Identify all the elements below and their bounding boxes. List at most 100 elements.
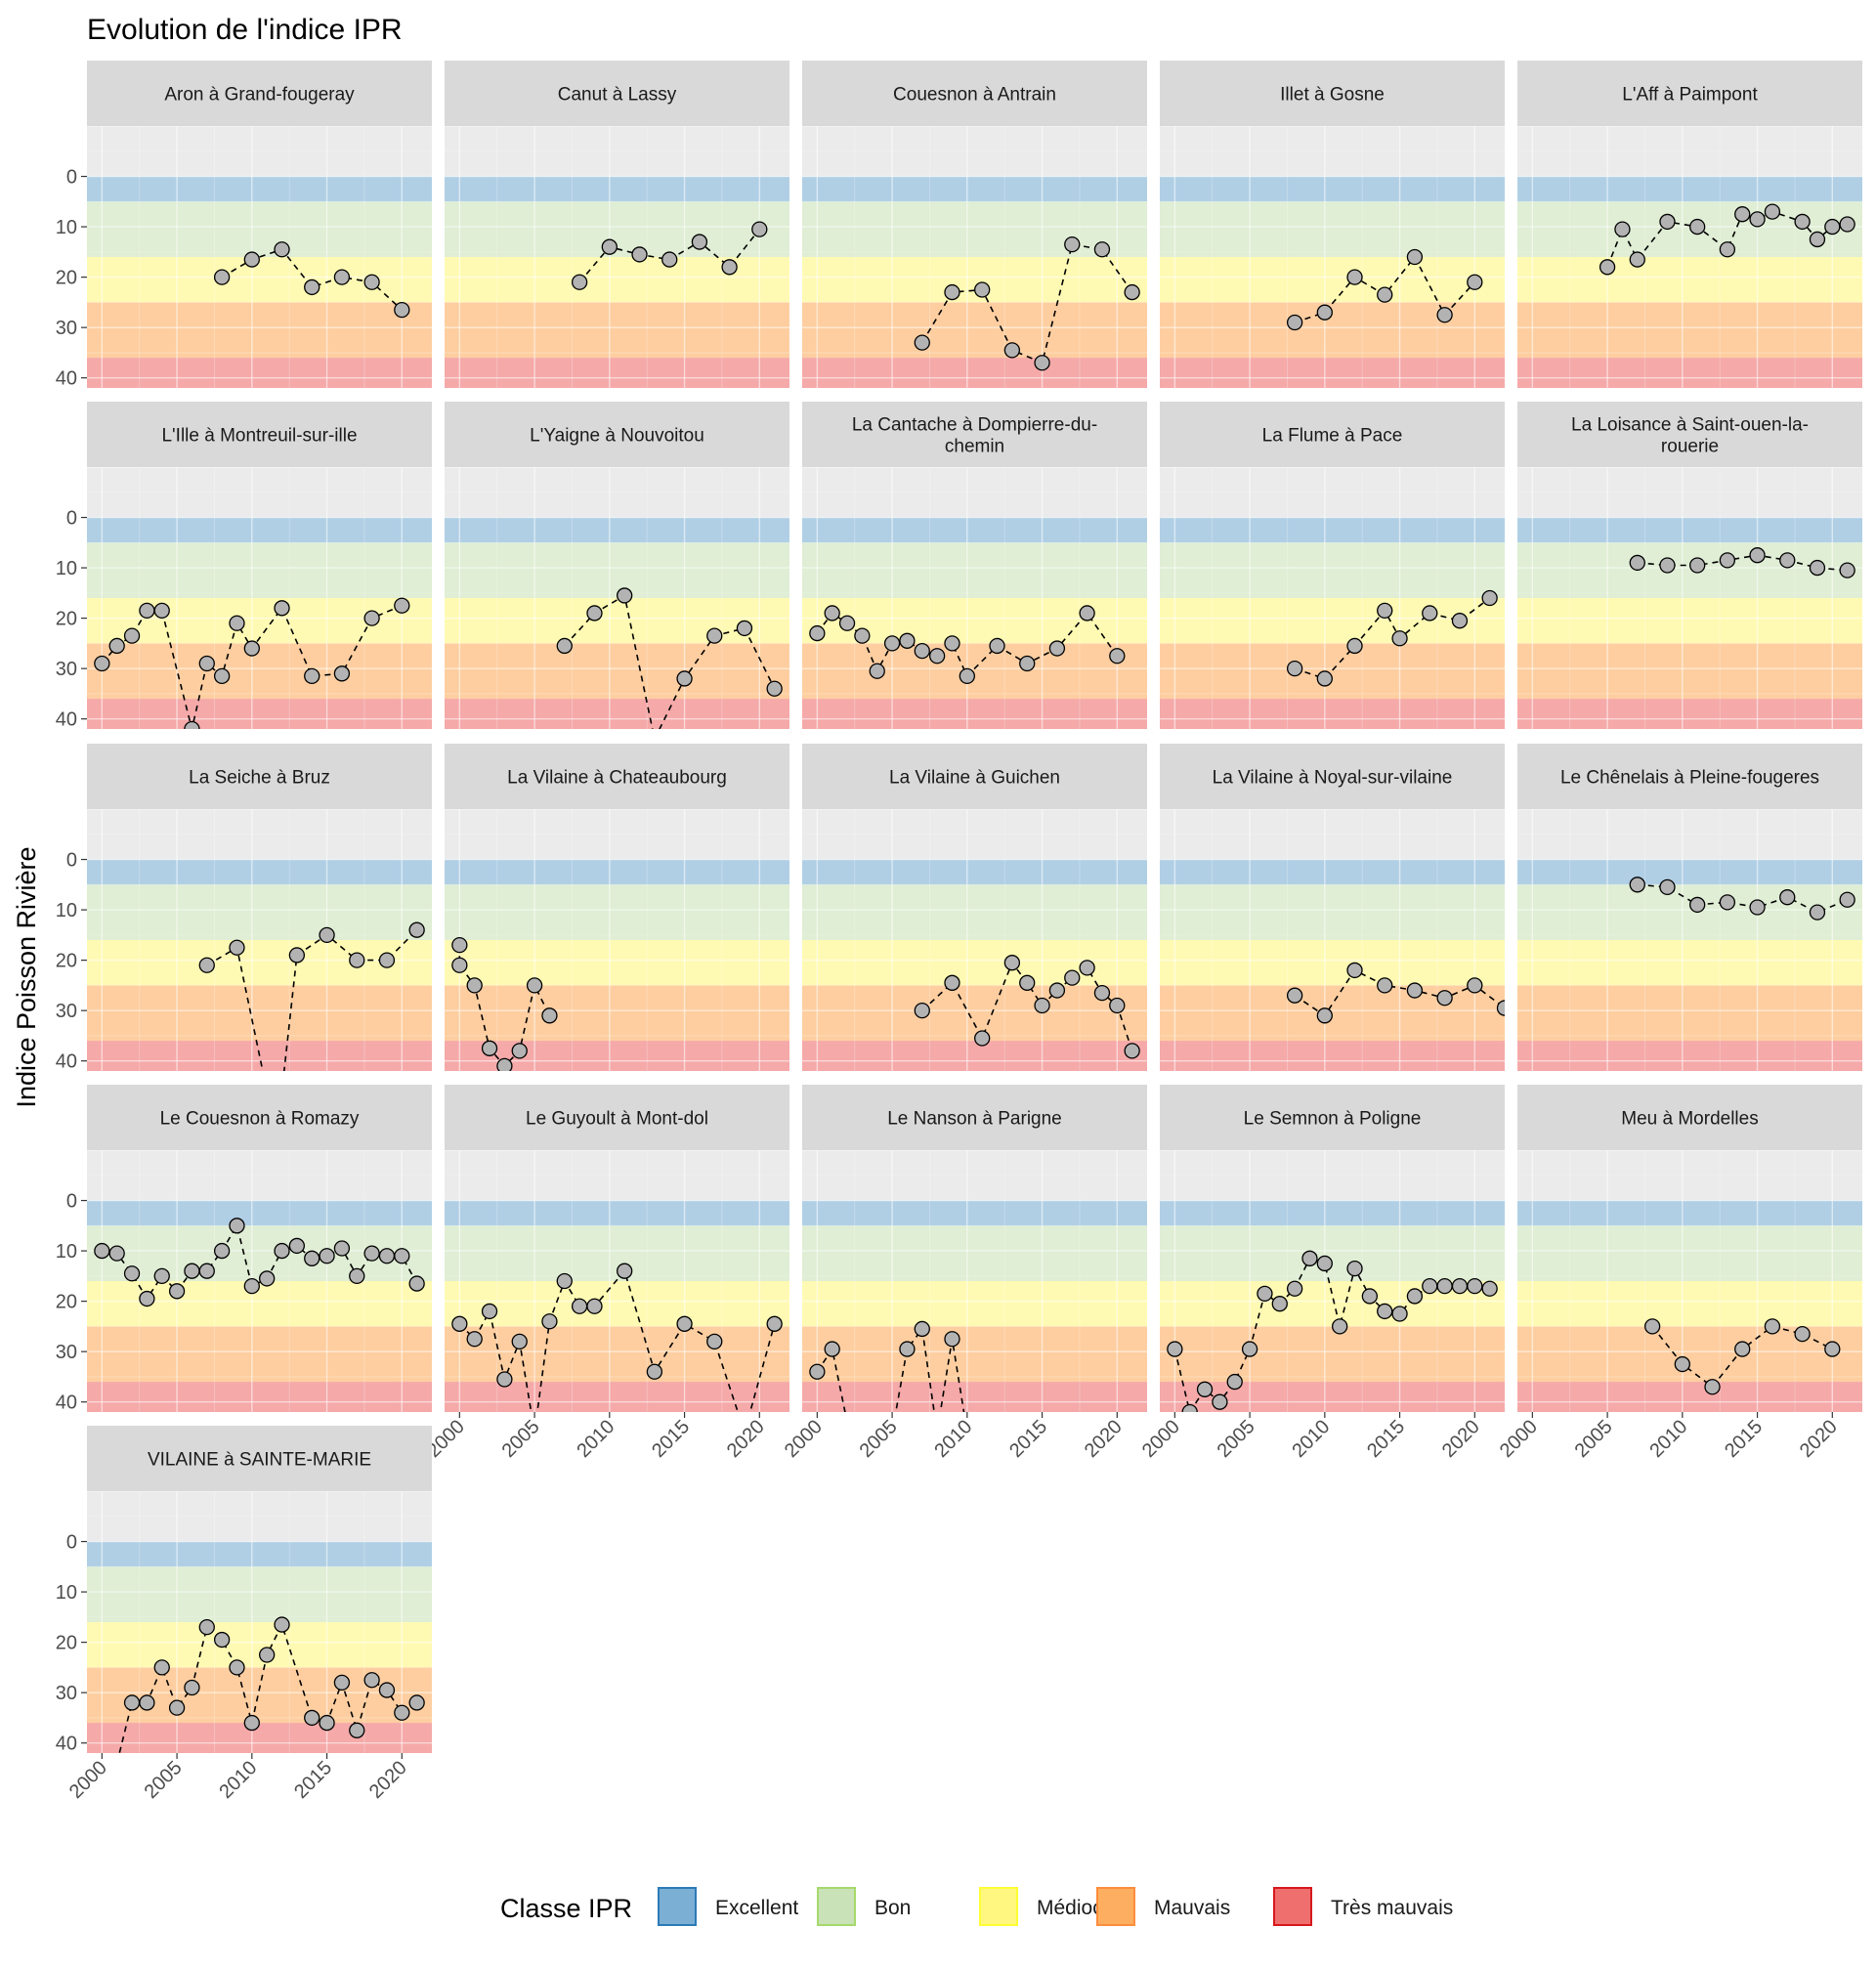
- data-point: [1391, 630, 1408, 647]
- y-tick-label: 40: [56, 1051, 77, 1073]
- data-point: [466, 1331, 483, 1348]
- data-point: [94, 1242, 110, 1260]
- band-médiocre: [1160, 257, 1505, 303]
- panel-background: [1517, 467, 1862, 518]
- data-point: [1079, 960, 1095, 976]
- data-point: [1779, 552, 1796, 569]
- band-mauvais: [1517, 985, 1862, 1042]
- panel-background: [87, 126, 432, 177]
- data-point: [274, 1242, 290, 1260]
- facet-panel: Canut à Lassy: [445, 61, 789, 388]
- data-point: [1286, 987, 1303, 1004]
- data-point: [1181, 1403, 1198, 1412]
- x-tick-label: 2000: [65, 1757, 111, 1803]
- panel-background: [1160, 126, 1505, 177]
- data-point: [319, 1248, 335, 1264]
- band-bon: [87, 201, 432, 257]
- band-mauvais: [87, 1667, 432, 1724]
- data-point: [1809, 231, 1826, 248]
- data-point: [1346, 637, 1363, 655]
- y-tick-label: 0: [66, 1532, 77, 1554]
- data-point: [1406, 982, 1424, 999]
- data-point: [631, 246, 648, 263]
- facet-title: Le Semnon à Poligne: [1244, 1109, 1422, 1130]
- data-point: [1377, 1303, 1393, 1320]
- data-point: [184, 720, 200, 729]
- data-point: [914, 642, 930, 660]
- facet-title: VILAINE à SAINTE-MARIE: [148, 1450, 371, 1471]
- data-point: [1196, 1381, 1214, 1397]
- panel-background: [802, 809, 1147, 860]
- band-médiocre: [1160, 598, 1505, 644]
- facet-strip: [87, 402, 432, 467]
- data-point: [1093, 241, 1111, 258]
- data-point: [496, 1057, 513, 1071]
- x-tick-label: 2005: [141, 1757, 187, 1803]
- data-point: [451, 1315, 468, 1332]
- data-point: [139, 1694, 155, 1711]
- data-point: [1019, 655, 1036, 672]
- data-point: [511, 1333, 528, 1349]
- legend: Classe IPR Excellent Bon Médiocre Mauvais Trè…: [500, 1887, 1453, 1926]
- data-point: [1377, 602, 1393, 620]
- data-point: [571, 274, 588, 290]
- data-point: [378, 1248, 396, 1264]
- band-bon: [1160, 1225, 1505, 1281]
- data-point: [1422, 605, 1438, 621]
- band-excellent: [1160, 859, 1505, 885]
- data-point: [304, 1709, 320, 1727]
- band-très-mauvais: [87, 1723, 432, 1753]
- band-très-mauvais: [445, 1382, 789, 1412]
- x-tick-label: 2010: [573, 1416, 618, 1462]
- facet-title: La Cantache à Dompierre-du-chemin: [852, 415, 1097, 457]
- panel-background: [87, 467, 432, 518]
- facet-title: La Seiche à Bruz: [189, 768, 330, 789]
- band-médiocre: [802, 1281, 1147, 1327]
- facet-strip: [802, 1085, 1147, 1150]
- data-point: [1064, 236, 1081, 253]
- data-point: [617, 1263, 633, 1279]
- data-point: [363, 610, 380, 626]
- data-point: [1719, 241, 1736, 258]
- band-très-mauvais: [1160, 1041, 1505, 1071]
- data-point: [601, 238, 618, 255]
- band-médiocre: [445, 940, 789, 986]
- y-tick-label: 30: [56, 1001, 77, 1022]
- band-bon: [1517, 884, 1862, 940]
- data-point: [721, 259, 738, 276]
- data-point: [1109, 997, 1126, 1014]
- facet-strip: [445, 61, 789, 126]
- data-point: [1257, 1285, 1273, 1303]
- data-point: [198, 1263, 215, 1279]
- data-point: [1124, 1043, 1140, 1059]
- band-très-mauvais: [87, 358, 432, 388]
- facet-strip: [1517, 61, 1862, 126]
- data-point: [123, 1265, 141, 1282]
- x-tick-label: 2005: [1214, 1416, 1259, 1462]
- data-point: [394, 301, 410, 319]
- band-excellent: [87, 517, 432, 543]
- data-point: [274, 241, 290, 258]
- x-tick-label: 2010: [1288, 1416, 1334, 1462]
- data-point: [1019, 974, 1036, 991]
- data-point: [1659, 213, 1676, 231]
- panel-background: [1160, 467, 1505, 518]
- data-point: [198, 957, 215, 973]
- data-point: [1361, 1288, 1379, 1305]
- band-médiocre: [87, 257, 432, 303]
- data-point: [168, 1283, 186, 1300]
- data-point: [840, 1415, 855, 1430]
- facet-strip: [1517, 744, 1862, 809]
- data-point: [586, 1298, 603, 1314]
- data-point: [617, 587, 633, 604]
- band-médiocre: [1160, 940, 1505, 986]
- data-point: [123, 1694, 141, 1711]
- data-point: [198, 1619, 215, 1636]
- data-point: [1436, 307, 1453, 323]
- band-très-mauvais: [445, 699, 789, 729]
- data-point: [751, 221, 768, 237]
- data-point: [349, 952, 365, 968]
- data-point: [1346, 1260, 1363, 1277]
- facet-title: La Vilaine à Chateaubourg: [507, 768, 727, 789]
